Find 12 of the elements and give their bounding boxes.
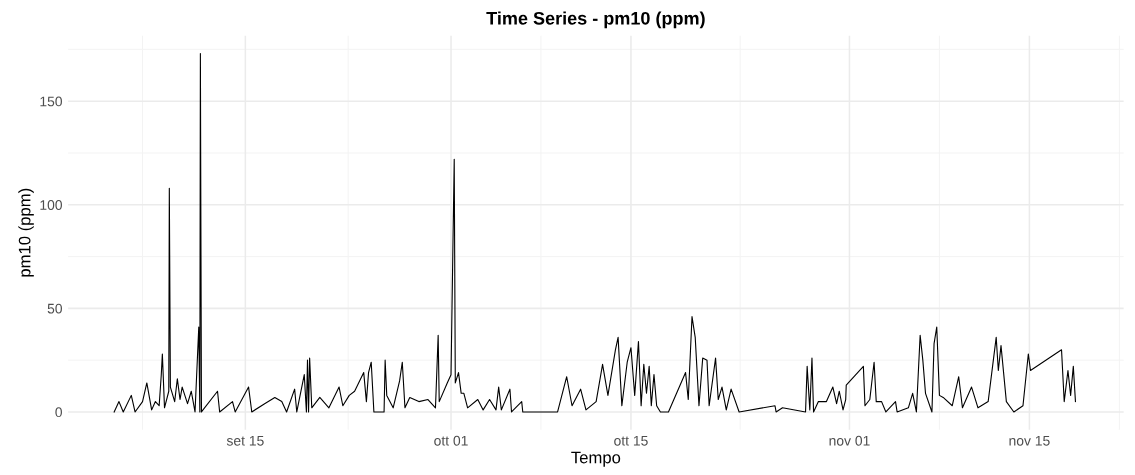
x-tick-label: ott 15 [614,435,648,446]
y-axis-title: pm10 (ppm) [18,188,34,277]
x-tick-label: nov 15 [1009,435,1050,446]
x-tick-label: set 15 [226,435,264,446]
x-axis-title: Tempo [571,451,621,467]
y-tick-label: 100 [40,200,62,210]
x-tick-label: nov 01 [829,435,870,446]
chart-title: Time Series - pm10 (ppm) [486,11,705,29]
y-tick-label: 150 [40,96,62,107]
x-tick-label: ott 01 [434,435,468,446]
y-tick-label: 50 [47,303,62,314]
y-tick-label: 0 [55,407,62,418]
